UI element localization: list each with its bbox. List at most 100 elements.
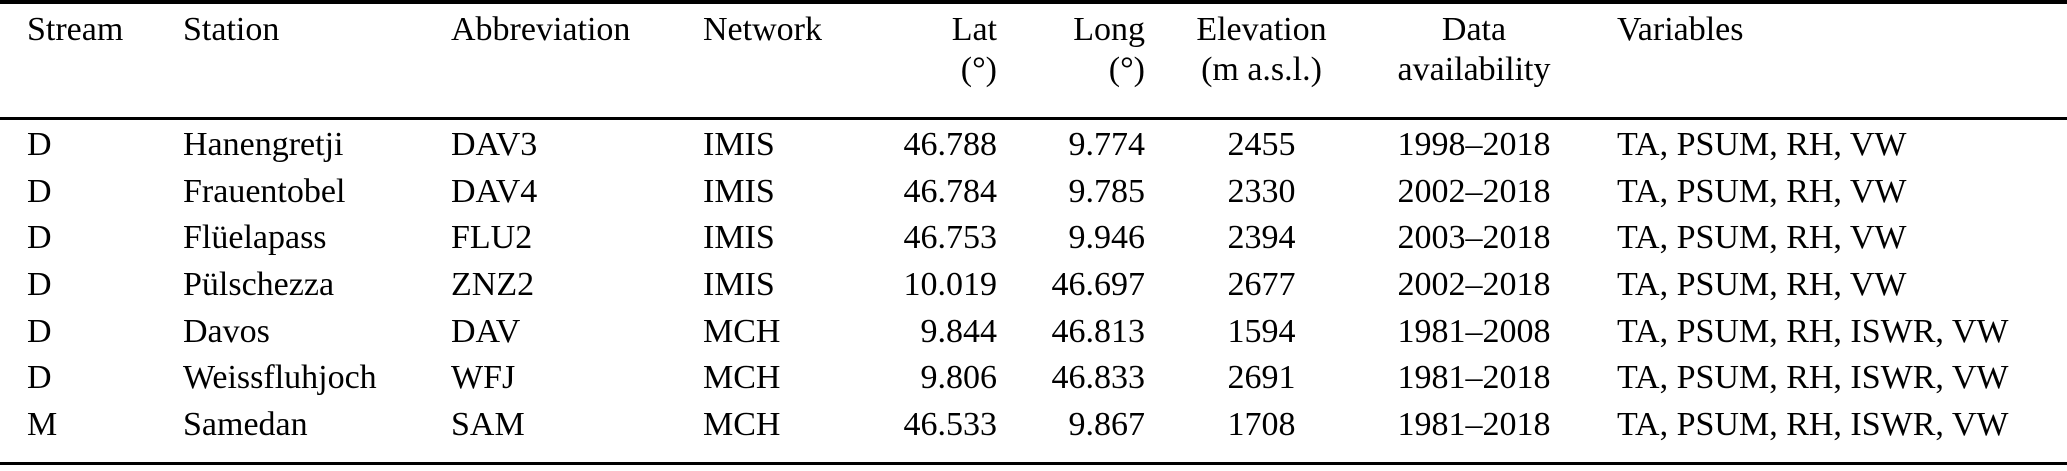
column-header-abbreviation: Abbreviation [451, 10, 703, 90]
column-header-unit [451, 50, 703, 90]
table-row: D Weissfluhjoch WFJ MCH 9.806 46.833 2691 1981–… [0, 355, 2067, 402]
column-header-unit [183, 50, 451, 90]
cell-network: IMIS [703, 126, 775, 163]
cell-elevation: 2455 [1227, 126, 1296, 163]
cell-station: Weissfluhjoch [183, 359, 377, 397]
cell-data-availability: 2003–2018 [1397, 219, 1551, 257]
cell-data-availability: 1998–2018 [1397, 126, 1551, 163]
column-header-unit [703, 50, 847, 90]
cell-elevation: 2691 [1227, 359, 1296, 397]
column-header-station: Station [183, 10, 451, 90]
cell-elevation: 2677 [1227, 265, 1296, 303]
column-header-label: Lat [951, 11, 997, 48]
cell-stream: D [27, 126, 52, 163]
cell-station: Frauentobel [183, 172, 346, 210]
table-row: D Hanengretji DAV3 IMIS 46.788 9.774 2455 1998–… [0, 122, 2067, 169]
cell-elevation: 1594 [1227, 312, 1296, 350]
cell-network: MCH [703, 359, 781, 397]
cell-network: IMIS [703, 172, 775, 210]
cell-stream: D [27, 265, 52, 303]
cell-lat: 9.806 [920, 359, 998, 397]
table-row: D Davos DAV MCH 9.844 46.813 1594 1981–2008 TA, … [0, 309, 2067, 356]
cell-long: 9.946 [1068, 219, 1146, 257]
cell-data-availability: 2002–2018 [1397, 172, 1551, 210]
table-row: M Samedan SAM MCH 46.533 9.867 1708 1981–2018 TA… [0, 402, 2067, 449]
cell-long: 46.833 [1051, 359, 1146, 397]
cell-abbreviation: SAM [451, 405, 525, 443]
cell-lat: 46.788 [903, 126, 998, 163]
cell-stream: D [27, 312, 52, 350]
cell-network: IMIS [703, 219, 775, 257]
column-header-label: Data [1441, 11, 1507, 48]
column-header-variables: Variables [1570, 10, 2067, 90]
column-header-label: Station [183, 11, 280, 48]
cell-elevation: 2394 [1227, 219, 1296, 257]
table-bottom-rule [0, 462, 2067, 465]
cell-abbreviation: FLU2 [451, 219, 533, 257]
cell-network: MCH [703, 405, 781, 443]
cell-lat: 10.019 [903, 265, 998, 303]
cell-variables: TA, PSUM, RH, VW [1617, 265, 1907, 303]
table-body: D Hanengretji DAV3 IMIS 46.788 9.774 2455 1998–… [0, 122, 2067, 449]
cell-stream: D [27, 359, 52, 397]
cell-variables: TA, PSUM, RH, ISWR, VW [1617, 312, 2009, 350]
column-header-elevation: Elevation (m a.s.l.) [1145, 10, 1378, 90]
column-header-label: Elevation [1196, 11, 1327, 48]
cell-station: Hanengretji [183, 126, 344, 163]
cell-elevation: 1708 [1227, 405, 1296, 443]
column-header-stream: Stream [27, 10, 183, 90]
cell-long: 46.813 [1051, 312, 1146, 350]
cell-lat: 46.753 [903, 219, 998, 257]
cell-data-availability: 1981–2018 [1397, 405, 1551, 443]
table-row: D Frauentobel DAV4 IMIS 46.784 9.785 2330 2002–… [0, 169, 2067, 216]
column-header-unit: (°) [1108, 51, 1145, 88]
column-header-lat: Lat (°) [847, 10, 997, 90]
cell-station: Davos [183, 312, 270, 350]
table-row: D Pülschezza ZNZ2 IMIS 10.019 46.697 2677 2002–… [0, 262, 2067, 309]
cell-variables: TA, PSUM, RH, VW [1617, 219, 1907, 257]
cell-stream: D [27, 219, 52, 257]
table-row: D Flüelapass FLU2 IMIS 46.753 9.946 2394 2003–2… [0, 215, 2067, 262]
column-header-unit: (m a.s.l.) [1201, 51, 1322, 88]
cell-data-availability: 1981–2008 [1397, 312, 1551, 350]
column-header-label: Network [703, 11, 822, 48]
column-header-data-availability: Data availability [1378, 10, 1570, 90]
cell-abbreviation: DAV4 [451, 172, 538, 210]
column-header-network: Network [703, 10, 847, 90]
column-header-label: Abbreviation [451, 11, 631, 48]
cell-abbreviation: WFJ [451, 359, 516, 397]
cell-network: IMIS [703, 265, 775, 303]
column-header-unit: (°) [960, 51, 997, 88]
cell-station: Flüelapass [183, 219, 327, 257]
cell-station: Pülschezza [183, 265, 335, 303]
cell-long: 9.785 [1068, 172, 1146, 210]
cell-abbreviation: DAV3 [451, 126, 538, 163]
cell-elevation: 2330 [1227, 172, 1296, 210]
cell-stream: D [27, 172, 52, 210]
cell-lat: 9.844 [920, 312, 998, 350]
column-header-long: Long (°) [997, 10, 1145, 90]
column-header-unit: availability [1397, 51, 1551, 88]
column-header-label: Variables [1617, 11, 1744, 48]
cell-lat: 46.784 [903, 172, 998, 210]
header-separator-rule [0, 117, 2067, 120]
table-top-rule [0, 0, 2067, 4]
cell-long: 46.697 [1051, 265, 1146, 303]
cell-data-availability: 2002–2018 [1397, 265, 1551, 303]
cell-long: 9.867 [1068, 405, 1146, 443]
column-header-unit [1617, 50, 2067, 90]
column-header-label: Long [1073, 11, 1145, 48]
column-header-label: Stream [27, 11, 124, 48]
cell-variables: TA, PSUM, RH, VW [1617, 172, 1907, 210]
table-header-row: Stream Station Abbreviation Network Lat (°) Lo… [0, 10, 2067, 90]
cell-station: Samedan [183, 405, 308, 443]
cell-abbreviation: DAV [451, 312, 521, 350]
cell-abbreviation: ZNZ2 [451, 265, 535, 303]
cell-variables: TA, PSUM, RH, ISWR, VW [1617, 405, 2009, 443]
cell-variables: TA, PSUM, RH, ISWR, VW [1617, 359, 2009, 397]
cell-long: 9.774 [1068, 126, 1146, 163]
cell-network: MCH [703, 312, 781, 350]
cell-data-availability: 1981–2018 [1397, 359, 1551, 397]
cell-variables: TA, PSUM, RH, VW [1617, 126, 1907, 163]
